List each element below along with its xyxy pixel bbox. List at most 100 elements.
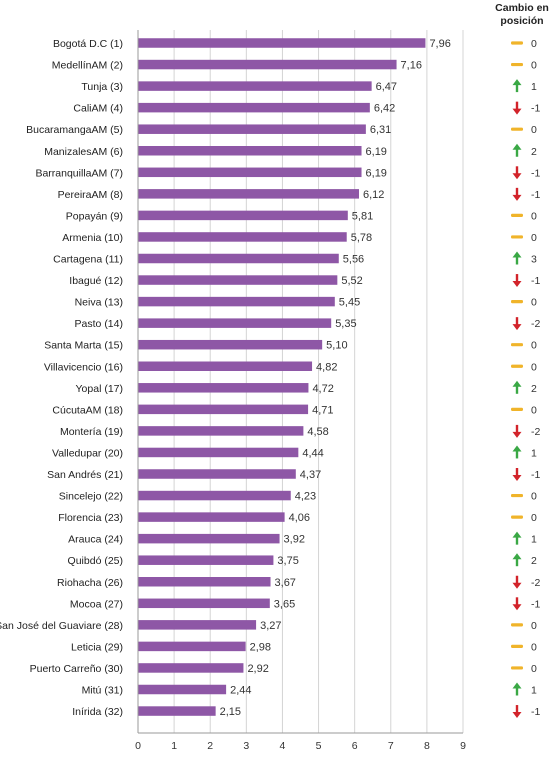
down-arrow-head — [512, 108, 522, 115]
bar — [138, 361, 313, 371]
data-label: 6,19 — [366, 146, 387, 158]
up-arrow-icon — [512, 531, 522, 545]
position-change-value: -1 — [531, 469, 540, 481]
category-label: Tunja (3) — [81, 81, 123, 93]
category-label: Armenia (10) — [62, 232, 123, 244]
position-change-value: 1 — [531, 685, 537, 697]
labels-layer: Bogotá D.C (1) 7,96 MedellínAM (2) 7,16 Tunj… — [0, 38, 451, 718]
bars-layer — [138, 38, 426, 716]
up-arrow-head — [512, 682, 522, 689]
category-label: Popayán (9) — [66, 210, 123, 222]
data-label: 6,31 — [370, 124, 391, 136]
position-change-value: -2 — [531, 577, 540, 589]
down-arrow-icon — [512, 468, 522, 481]
down-arrow-head — [512, 194, 522, 201]
bar — [138, 490, 291, 501]
bar — [138, 102, 370, 113]
up-arrow-head — [512, 553, 522, 560]
category-label: San Andrés (21) — [47, 469, 123, 481]
position-change-value: 0 — [531, 340, 537, 352]
x-tick-label: 1 — [171, 740, 177, 752]
position-change-value: 1 — [531, 447, 537, 459]
category-label: Santa Marta (15) — [44, 340, 123, 352]
data-label: 4,71 — [312, 404, 333, 416]
data-label: 3,92 — [284, 534, 305, 546]
down-arrow-icon — [512, 187, 522, 201]
bar — [138, 59, 397, 70]
position-change-value: 2 — [531, 555, 537, 567]
x-tick-label: 3 — [243, 740, 249, 752]
down-arrow-head — [512, 604, 522, 611]
category-label: Leticia (29) — [71, 641, 123, 653]
data-label: 2,15 — [220, 706, 241, 718]
bar — [138, 620, 257, 630]
down-arrow-head — [512, 712, 522, 719]
data-label: 6,42 — [374, 103, 395, 115]
data-label: 6,19 — [366, 167, 387, 179]
down-arrow-icon — [512, 424, 522, 438]
up-arrow-head — [512, 445, 522, 452]
x-tick-label: 2 — [207, 740, 213, 752]
up-arrow-icon — [512, 682, 522, 696]
bar — [138, 426, 304, 436]
down-arrow-icon — [512, 274, 522, 288]
bar — [138, 533, 280, 544]
category-label: Pasto (14) — [75, 318, 123, 330]
position-change-value: 0 — [531, 663, 537, 675]
up-arrow-head — [512, 143, 522, 150]
position-change-value: 1 — [531, 534, 537, 546]
up-arrow-head — [512, 251, 522, 258]
bar — [138, 210, 348, 221]
down-arrow-head — [512, 173, 522, 180]
position-change-value: 0 — [531, 404, 537, 416]
up-arrow-head — [512, 79, 522, 86]
position-change-value: -1 — [531, 706, 540, 718]
bar — [138, 598, 270, 609]
category-label: Villavicencio (16) — [44, 361, 123, 373]
no-change-dash-icon — [511, 343, 523, 347]
no-change-dash-icon — [511, 62, 523, 67]
no-change-dash-icon — [511, 235, 523, 239]
category-label: Neiva (13) — [75, 297, 123, 309]
up-arrow-head — [512, 531, 522, 538]
position-change-value: 0 — [531, 232, 537, 244]
category-label: CaliAM (4) — [73, 103, 123, 115]
data-label: 3,27 — [260, 620, 281, 632]
position-change-value: -1 — [531, 189, 540, 201]
category-label: CúcutaAM (18) — [52, 404, 123, 416]
category-label: Valledupar (20) — [52, 447, 123, 459]
no-change-dash-icon — [511, 300, 523, 304]
position-change-value: -2 — [531, 318, 540, 330]
data-label: 4,06 — [289, 512, 310, 524]
data-label: 5,56 — [343, 254, 364, 266]
category-label: Puerto Carreño (30) — [30, 663, 123, 675]
down-arrow-head — [512, 431, 522, 438]
data-label: 5,78 — [351, 232, 372, 244]
position-change-value: 1 — [531, 81, 537, 93]
position-change-value: 0 — [531, 38, 537, 50]
bar — [138, 296, 335, 307]
up-arrow-icon — [512, 143, 522, 157]
bar — [138, 577, 271, 587]
data-label: 5,81 — [352, 210, 373, 222]
data-label: 3,65 — [274, 598, 295, 610]
category-label: Quibdó (25) — [68, 555, 123, 567]
data-label: 5,10 — [326, 340, 347, 352]
bar — [138, 275, 338, 285]
category-label: Sincelejo (22) — [59, 491, 123, 503]
bar — [138, 146, 362, 156]
category-label: PereiraAM (8) — [58, 189, 123, 201]
position-change-value: 0 — [531, 124, 537, 136]
up-arrow-icon — [512, 380, 522, 394]
data-label: 4,44 — [302, 447, 323, 459]
category-label: Yopal (17) — [76, 383, 123, 395]
x-tick-label: 6 — [352, 740, 358, 752]
category-label: ManizalesAM (6) — [44, 146, 123, 158]
category-label: Ibagué (12) — [69, 275, 123, 287]
x-tick-label: 7 — [388, 740, 394, 752]
position-change-value: -1 — [531, 275, 540, 287]
bar — [138, 253, 339, 264]
bar — [138, 684, 227, 695]
no-change-dash-icon — [511, 515, 523, 519]
down-arrow-head — [512, 281, 522, 288]
